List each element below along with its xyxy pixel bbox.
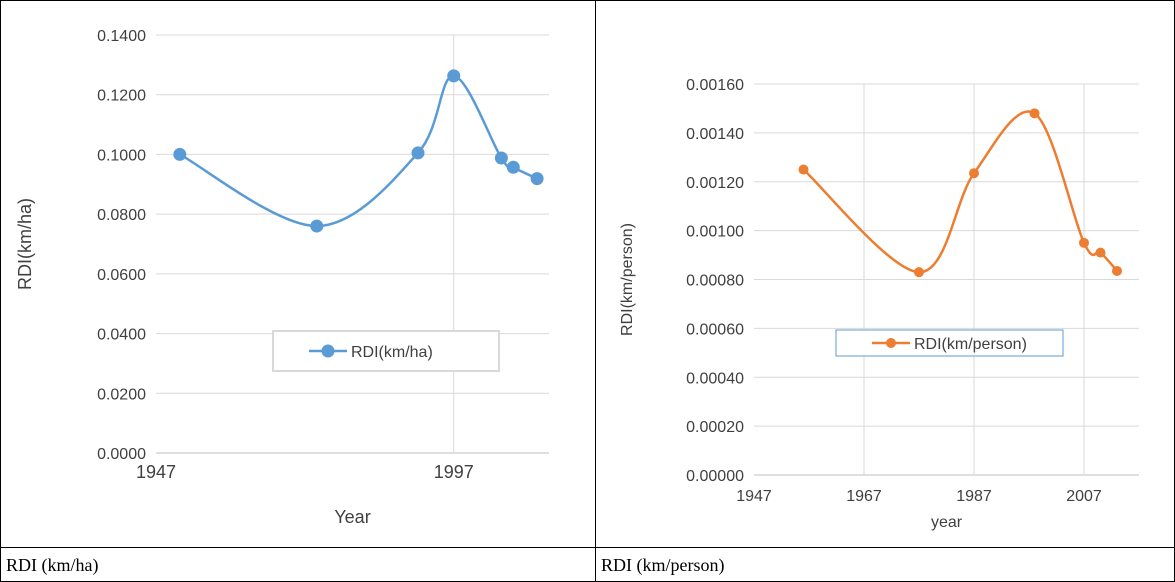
y-tick-label: 0.1400 (97, 28, 146, 45)
x-tick-label: 2007 (1066, 488, 1102, 505)
data-point (798, 164, 809, 175)
x-tick-label: 1947 (136, 462, 176, 482)
data-point (310, 219, 324, 233)
x-tick-label: 1997 (434, 462, 474, 482)
x-tick-label: 1967 (846, 488, 882, 505)
data-point (1095, 247, 1106, 258)
y-tick-label: 0.00140 (686, 126, 744, 143)
legend-label: RDI(km/person) (914, 336, 1027, 353)
right-chart-cell: 0.00000 0.00020 0.00040 0.00060 0.00080 0.001… (596, 0, 1175, 548)
data-point (1079, 237, 1089, 248)
x-tick-label: 1987 (956, 488, 992, 505)
rdi-km-ha-chart: 0.0000 0.0200 0.0400 0.0600 0.0800 0.1000 0.12… (15, 28, 549, 527)
x-axis-label: Year (334, 507, 370, 527)
series-line (802, 110, 1118, 274)
data-point (506, 160, 520, 174)
y-tick-label: 0.00100 (686, 224, 744, 241)
y-tick-label: 0.00040 (686, 370, 744, 387)
data-point (494, 151, 508, 165)
y-tick-label: 0.0000 (97, 446, 146, 463)
x-axis-label: year (931, 514, 963, 531)
legend-label: RDI(km/ha) (351, 344, 433, 361)
legend-marker (886, 338, 896, 348)
series-line (179, 74, 538, 228)
y-tick-label: 0.1200 (97, 88, 146, 105)
data-point (914, 267, 924, 278)
right-caption-cell: RDI (km/person) (596, 548, 1175, 582)
legend-box (272, 330, 500, 372)
y-tick-label: 0.0200 (97, 386, 146, 403)
data-point (447, 69, 461, 83)
left-chart-cell: 0.0000 0.0200 0.0400 0.0600 0.0800 0.1000 0.12… (0, 0, 596, 548)
y-tick-label: 0.00080 (686, 273, 744, 290)
data-point (1029, 108, 1040, 119)
y-axis-label: RDI(km/person) (619, 223, 636, 336)
y-tick-label: 0.00000 (686, 468, 744, 485)
rdi-km-person-chart: 0.00000 0.00020 0.00040 0.00060 0.00080 0.001… (619, 77, 1139, 531)
data-point (1112, 265, 1122, 276)
data-point (530, 172, 544, 186)
y-tick-label: 0.00160 (686, 77, 744, 94)
caption-rdi-km-person: RDI (km/person) (601, 555, 725, 575)
y-tick-label: 0.00020 (686, 419, 744, 436)
x-tick-label: 1947 (736, 488, 772, 505)
y-tick-label: 0.00060 (686, 321, 744, 338)
y-axis-label: RDI(km/ha) (15, 198, 35, 290)
y-tick-label: 0.0400 (97, 327, 146, 344)
y-tick-label: 0.1000 (97, 147, 146, 164)
data-point (411, 146, 425, 160)
data-point (969, 168, 979, 179)
left-caption-cell: RDI (km/ha) (0, 548, 596, 582)
y-tick-label: 0.0600 (97, 267, 146, 284)
data-point (173, 147, 187, 161)
legend-marker (321, 344, 335, 358)
y-tick-label: 0.00120 (686, 175, 744, 192)
caption-rdi-km-ha: RDI (km/ha) (6, 555, 99, 575)
y-tick-label: 0.0800 (97, 207, 146, 224)
